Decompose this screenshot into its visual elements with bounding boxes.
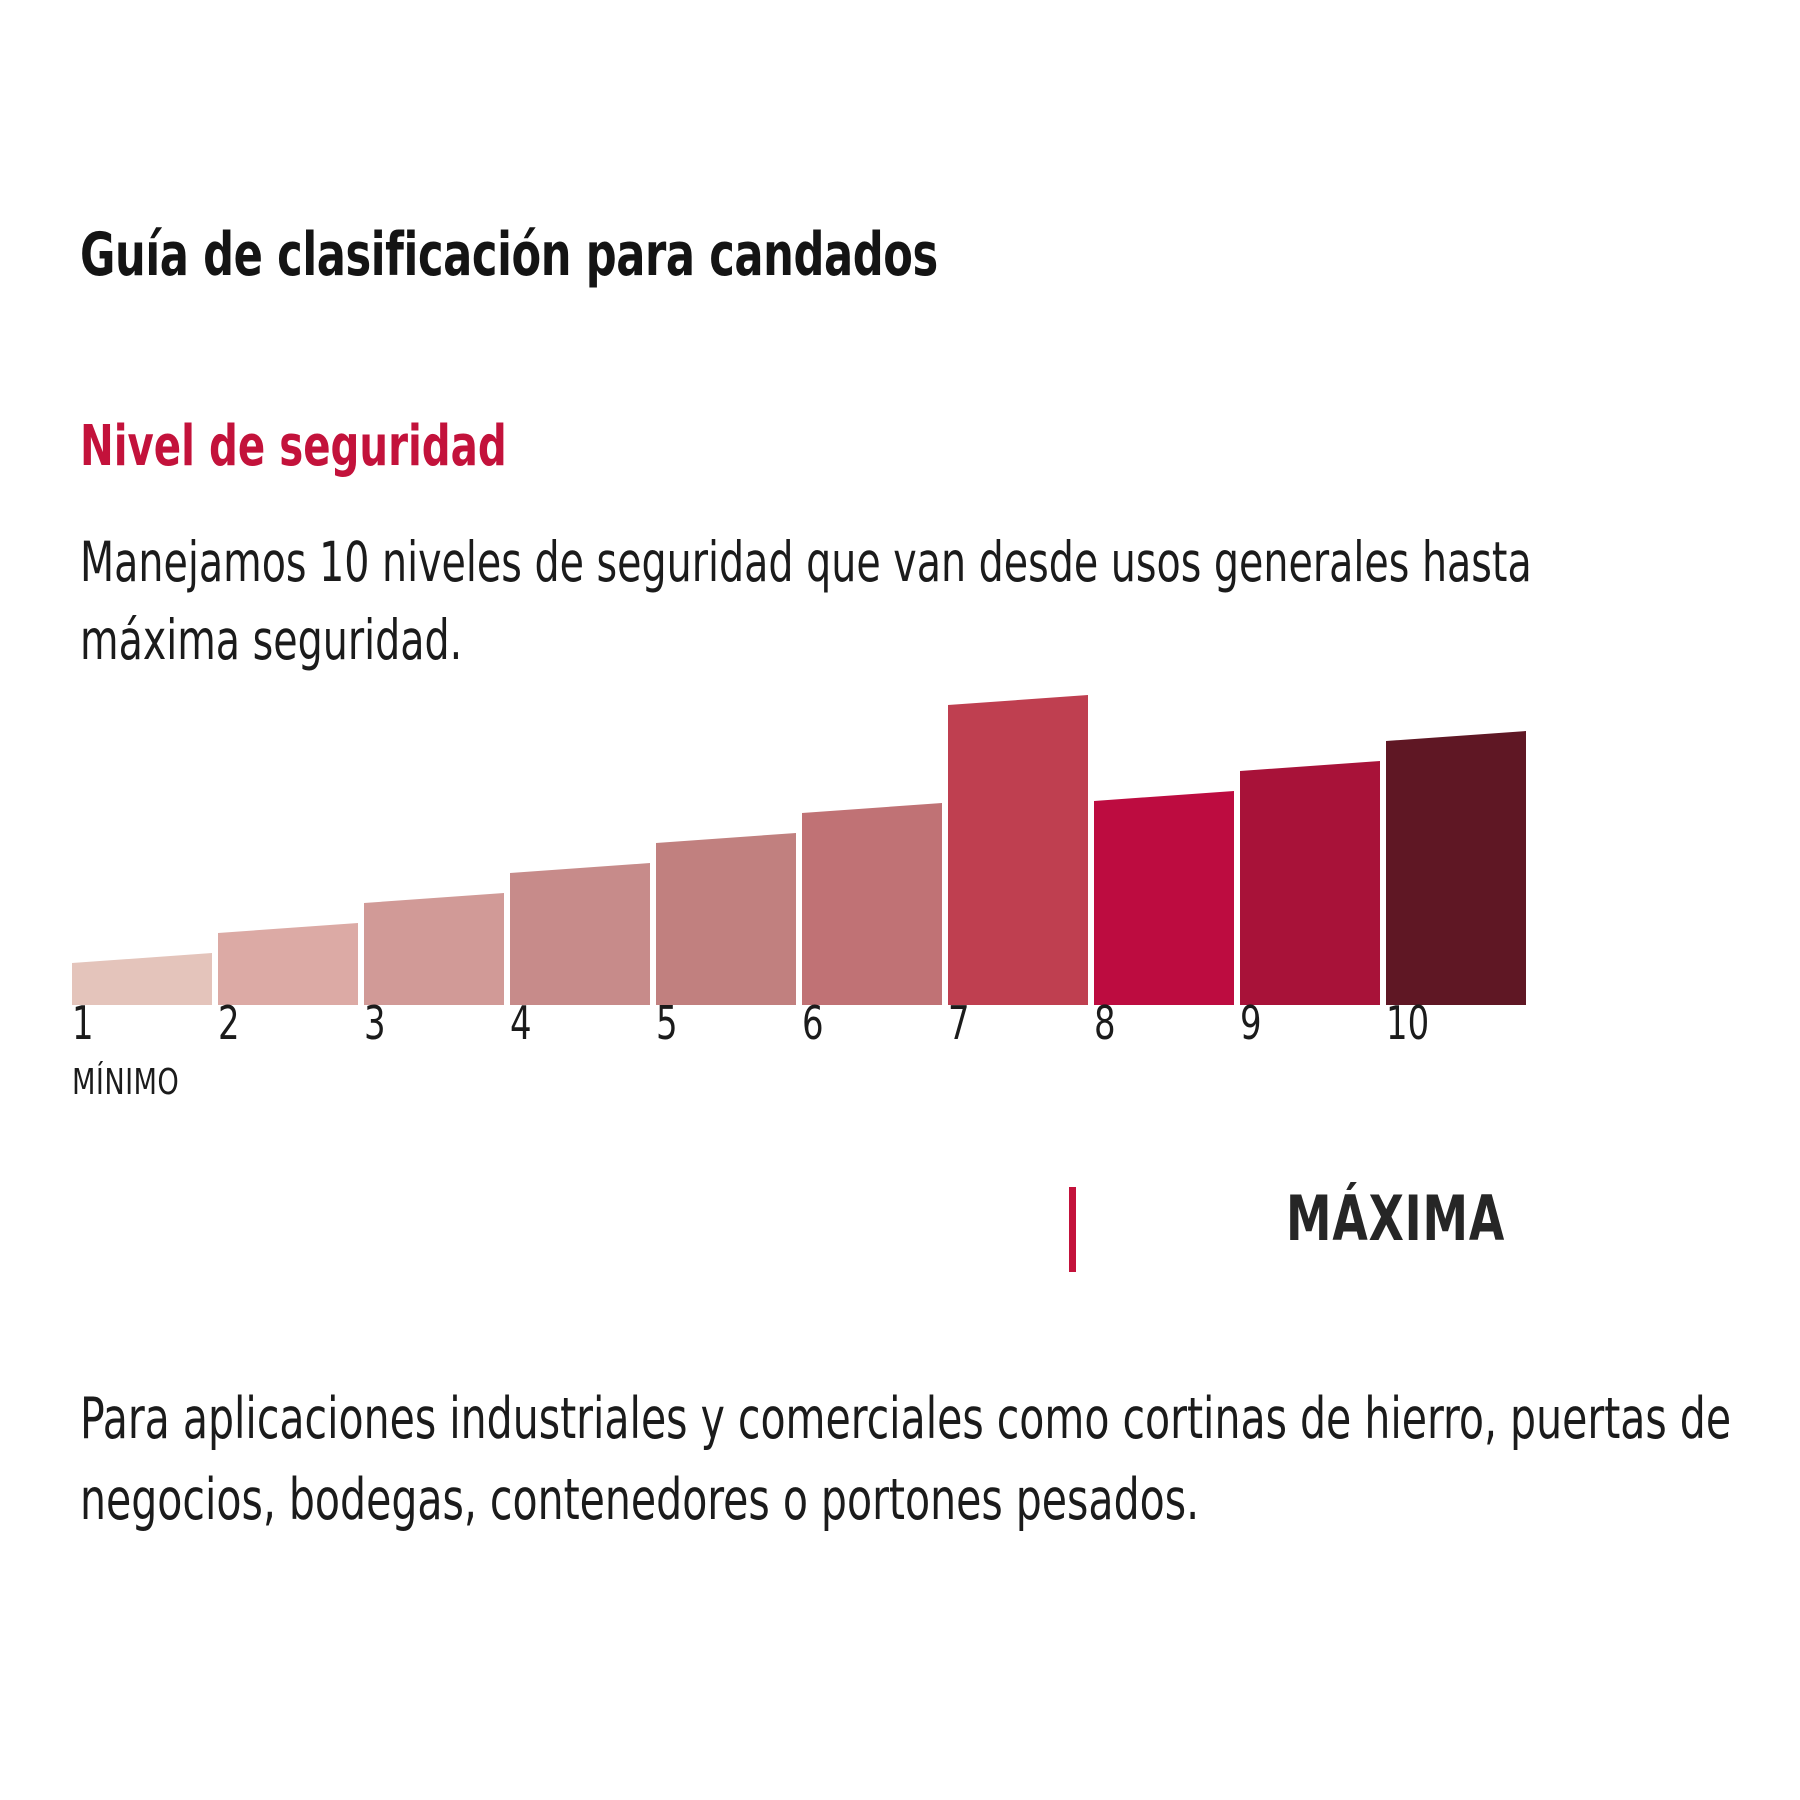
- scale-min-label: MÍNIMO: [72, 1062, 180, 1103]
- bar-chart-svg: [72, 695, 1526, 1005]
- axis-tick-label-9: 9: [1240, 996, 1262, 1050]
- axis-tick-label-10: 10: [1386, 996, 1430, 1050]
- bar-level-2: [218, 923, 358, 1005]
- chart-axis-tick-labels: 1 2 3 4 5 6 7 8 9 10: [0, 1000, 1800, 1060]
- intro-paragraph: Manejamos 10 niveles de seguridad que va…: [80, 530, 1532, 673]
- description-paragraph: Para aplicaciones industriales y comerci…: [80, 1386, 1732, 1533]
- bar-level-5: [656, 833, 796, 1005]
- bar-level-8: [1094, 791, 1234, 1005]
- bar-level-10: [1386, 731, 1526, 1005]
- bar-level-7: [948, 695, 1088, 1005]
- bar-level-6: [802, 803, 942, 1005]
- maximum-marker-tick: [1069, 1187, 1076, 1272]
- bar-level-1: [72, 953, 212, 1005]
- bar-level-3: [364, 893, 504, 1005]
- axis-tick-label-5: 5: [656, 996, 678, 1050]
- security-level-bar-chart: [0, 690, 1800, 1020]
- section-heading-security-level: Nivel de seguridad: [80, 414, 507, 480]
- axis-tick-label-1: 1: [72, 996, 94, 1050]
- axis-tick-label-8: 8: [1094, 996, 1116, 1050]
- scale-max-label: MÁXIMA: [1286, 1182, 1506, 1255]
- axis-tick-label-6: 6: [802, 996, 824, 1050]
- axis-tick-label-7: 7: [948, 996, 970, 1050]
- axis-tick-label-4: 4: [510, 996, 532, 1050]
- bar-level-4: [510, 863, 650, 1005]
- bar-level-9: [1240, 761, 1380, 1005]
- page-title: Guía de clasificación para candados: [80, 220, 938, 291]
- axis-tick-label-3: 3: [364, 996, 386, 1050]
- axis-tick-label-2: 2: [218, 996, 240, 1050]
